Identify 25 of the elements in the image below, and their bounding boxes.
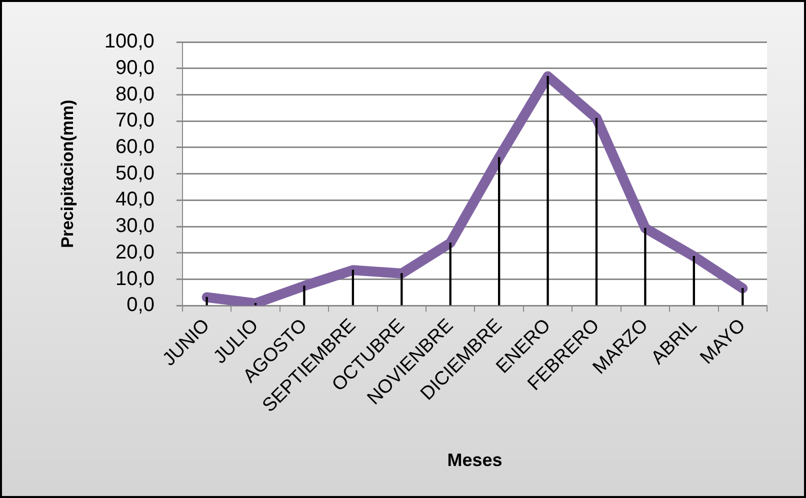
y-tick-label: 0,0 (126, 294, 154, 316)
bar (644, 228, 646, 306)
bar (254, 302, 257, 306)
y-tick-label: 90,0 (116, 56, 154, 79)
bar (449, 242, 452, 306)
y-tick-label: 100,0 (104, 30, 154, 53)
bar (742, 288, 744, 306)
bar (498, 157, 500, 306)
bar (352, 270, 354, 306)
bar (206, 296, 208, 306)
y-axis-title: Precipitacion(mm) (58, 100, 77, 248)
bar (303, 286, 306, 306)
y-tick-label: 40,0 (116, 188, 154, 211)
y-tick-label: 50,0 (116, 162, 154, 184)
bar (595, 118, 598, 306)
y-tick-label: 10,0 (116, 268, 154, 290)
bar (692, 256, 696, 306)
y-tick-label: 60,0 (116, 136, 154, 158)
bar (546, 76, 549, 306)
y-tick-label: 70,0 (116, 110, 154, 132)
bar (400, 273, 403, 306)
y-tick-label: 80,0 (116, 83, 154, 106)
y-tick-label: 20,0 (116, 241, 154, 264)
x-axis-title: Meses (447, 450, 502, 470)
y-tick-label: 30,0 (116, 215, 154, 238)
